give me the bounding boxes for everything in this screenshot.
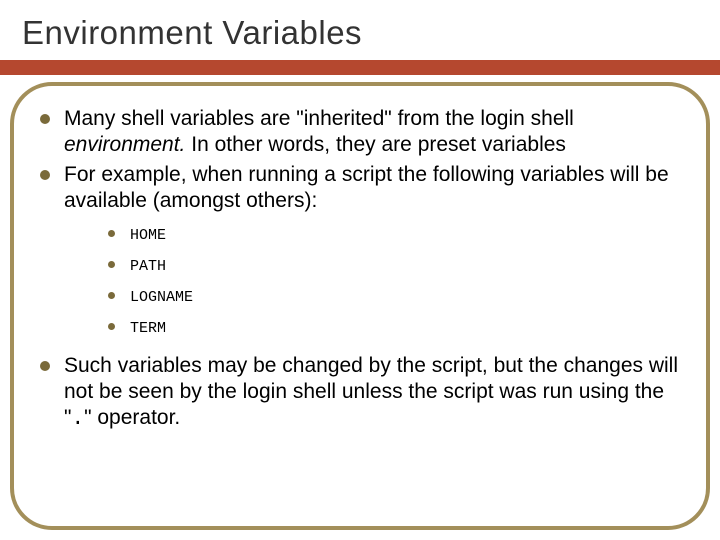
sub-bullet-1-text: HOME bbox=[130, 227, 166, 244]
sub-bullet-3-text: LOGNAME bbox=[130, 289, 193, 306]
bullet-2-text: For example, when running a script the f… bbox=[64, 163, 669, 212]
bullet-list: Many shell variables are "inherited" fro… bbox=[38, 106, 682, 432]
sub-bullet-2-text: PATH bbox=[130, 258, 166, 275]
bullet-1-text-italic: environment. bbox=[64, 133, 185, 156]
sub-bullet-4-text: TERM bbox=[130, 320, 166, 337]
bullet-1: Many shell variables are "inherited" fro… bbox=[38, 106, 682, 157]
bullet-3: Such variables may be changed by the scr… bbox=[38, 353, 682, 432]
bullet-3-text-mono: . bbox=[71, 408, 84, 431]
slide: Environment Variables Many shell variabl… bbox=[0, 0, 720, 540]
sub-bullet-3: LOGNAME bbox=[108, 285, 682, 310]
content-area: Many shell variables are "inherited" fro… bbox=[38, 106, 682, 510]
title-band: Environment Variables bbox=[0, 0, 720, 72]
bullet-2: For example, when running a script the f… bbox=[38, 162, 682, 341]
bullet-3-text-post: " operator. bbox=[84, 406, 180, 429]
sub-bullet-list: HOME PATH LOGNAME TERM bbox=[108, 223, 682, 341]
slide-title: Environment Variables bbox=[22, 14, 720, 52]
bullet-1-text-post: In other words, they are preset variable… bbox=[185, 133, 566, 156]
sub-bullet-1: HOME bbox=[108, 223, 682, 248]
bullet-1-text-pre: Many shell variables are "inherited" fro… bbox=[64, 107, 574, 130]
sub-bullet-4: TERM bbox=[108, 316, 682, 341]
sub-bullet-2: PATH bbox=[108, 254, 682, 279]
